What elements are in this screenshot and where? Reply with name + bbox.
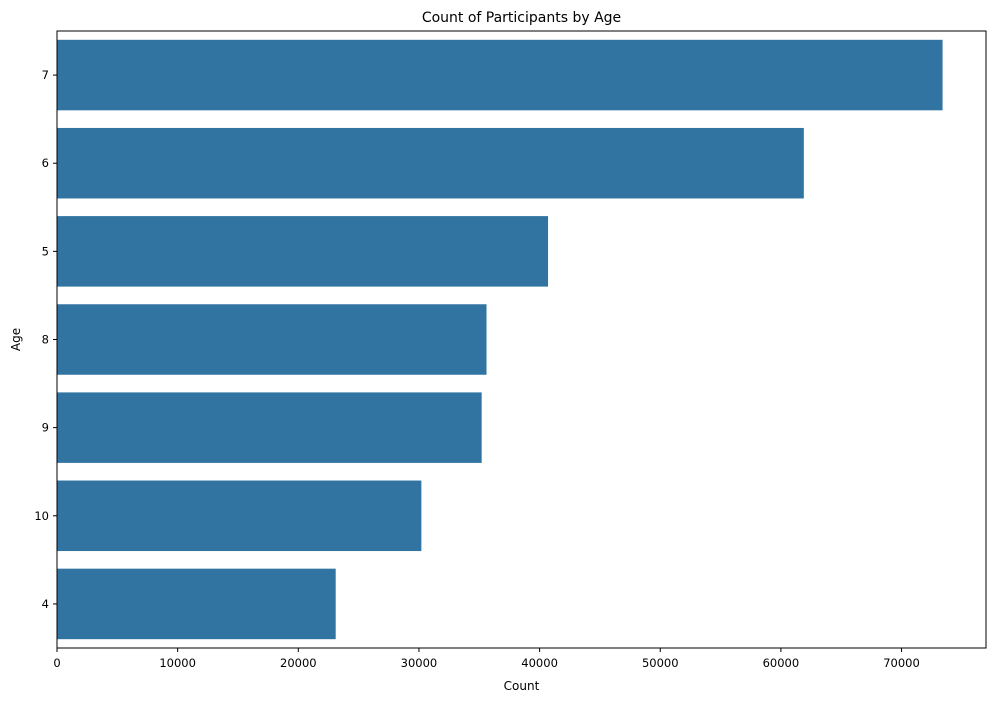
bar-age-8 (57, 304, 487, 375)
y-tick-label: 6 (42, 156, 49, 170)
y-tick-label: 4 (42, 597, 49, 611)
y-tick-label: 5 (42, 244, 49, 258)
bar-age-9 (57, 392, 482, 463)
x-axis-ticks: 0 10000 20000 30000 40000 50000 60000 70000 (53, 648, 920, 670)
chart-title: Count of Participants by Age (422, 10, 621, 26)
x-axis-label: Count (504, 679, 540, 693)
x-tick-label: 0 (53, 656, 60, 670)
x-tick-label: 50000 (642, 656, 679, 670)
bar-age-7 (57, 39, 943, 111)
x-tick-label: 70000 (883, 656, 920, 670)
bar-age-5 (57, 216, 549, 287)
y-axis-label: Age (9, 328, 23, 351)
y-axis-ticks: 7 6 5 8 9 10 4 (34, 68, 57, 611)
x-tick-label: 60000 (763, 656, 800, 670)
bar-age-4 (57, 568, 336, 640)
bar-age-6 (57, 127, 804, 199)
x-tick-label: 30000 (401, 656, 438, 670)
y-tick-label: 9 (42, 421, 49, 435)
y-tick-label: 7 (42, 68, 49, 82)
x-tick-label: 40000 (521, 656, 558, 670)
x-tick-label: 20000 (280, 656, 317, 670)
y-tick-label: 10 (34, 509, 49, 523)
y-tick-label: 8 (42, 333, 49, 347)
plot-frame (56, 30, 987, 649)
bar-group (57, 39, 943, 640)
x-tick-label: 10000 (159, 656, 196, 670)
bar-age-10 (57, 480, 422, 552)
